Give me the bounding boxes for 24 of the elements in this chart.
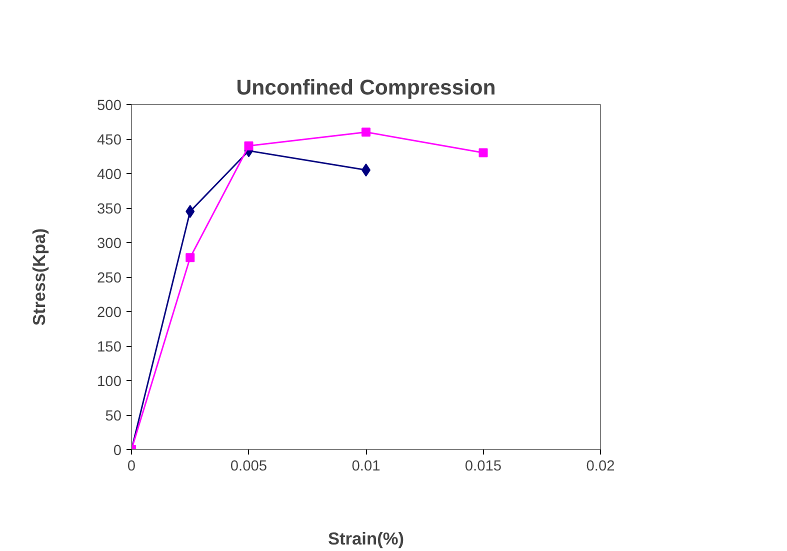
point — [244, 141, 254, 150]
y-tick-label: 300 — [97, 236, 122, 252]
x-tick-label: 0.01 — [352, 458, 380, 474]
point — [186, 253, 195, 262]
x-axis-title: Strain(%) — [328, 528, 404, 548]
chart-title: Unconfined Compression — [236, 76, 496, 100]
x-tick-label: 0.005 — [230, 458, 268, 474]
point — [478, 148, 488, 158]
y-tick-label: 350 — [97, 202, 122, 218]
y-tick-label: 200 — [97, 305, 122, 321]
y-tick-label: 400 — [97, 167, 122, 183]
point — [186, 204, 195, 218]
point — [362, 128, 370, 137]
y-tick-label: 150 — [97, 340, 122, 356]
y-tick-label: 100 — [97, 374, 122, 390]
y-axis-title: Stress(Kpa) — [29, 228, 50, 326]
y-tick-label: 500 — [97, 98, 122, 114]
x-tick-label: 0 — [127, 458, 136, 474]
y-tick-label: 250 — [97, 270, 122, 286]
y-tick-label: 450 — [97, 132, 122, 148]
y-tick-label: 0 — [113, 443, 122, 459]
x-tick-label: 0.015 — [464, 458, 502, 474]
y-tick-label: 50 — [105, 408, 122, 424]
x-tick-label: 0.02 — [586, 458, 615, 474]
